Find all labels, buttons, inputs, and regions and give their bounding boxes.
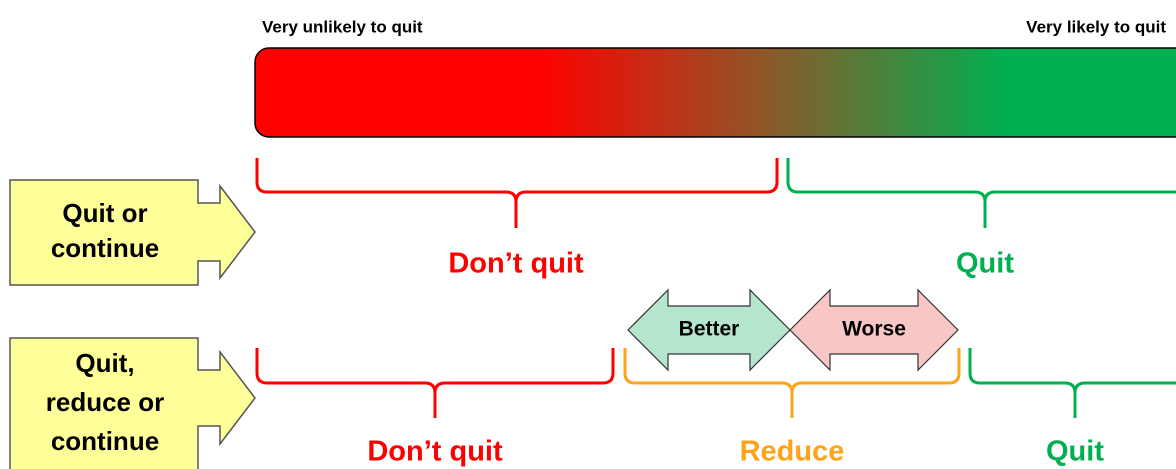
row-label: continue [51, 233, 159, 263]
scale-left-label: Very unlikely to quit [262, 17, 423, 36]
row-callout [9, 179, 256, 286]
likelihood-bar [254, 47, 1176, 138]
segment-label: Reduce [740, 436, 845, 468]
worse-arrow [789, 288, 959, 372]
segment-label: Quit [1046, 436, 1104, 468]
row-callout [9, 337, 256, 469]
row-label: continue [51, 426, 159, 456]
brace [255, 348, 615, 418]
brace [255, 158, 779, 228]
row-label: Quit, [75, 348, 134, 378]
brace [786, 158, 1176, 228]
arrow-label: Worse [842, 318, 906, 341]
segment-label: Don’t quit [448, 248, 584, 280]
arrow-label: Better [679, 318, 740, 341]
segment-label: Quit [956, 248, 1014, 280]
scale-right-label: Very likely to quit [1026, 17, 1166, 36]
segment-label: Don’t quit [367, 436, 503, 468]
row-label: reduce or [46, 387, 165, 417]
brace [623, 348, 961, 418]
brace [968, 348, 1176, 418]
row-label: Quit or [62, 198, 147, 228]
